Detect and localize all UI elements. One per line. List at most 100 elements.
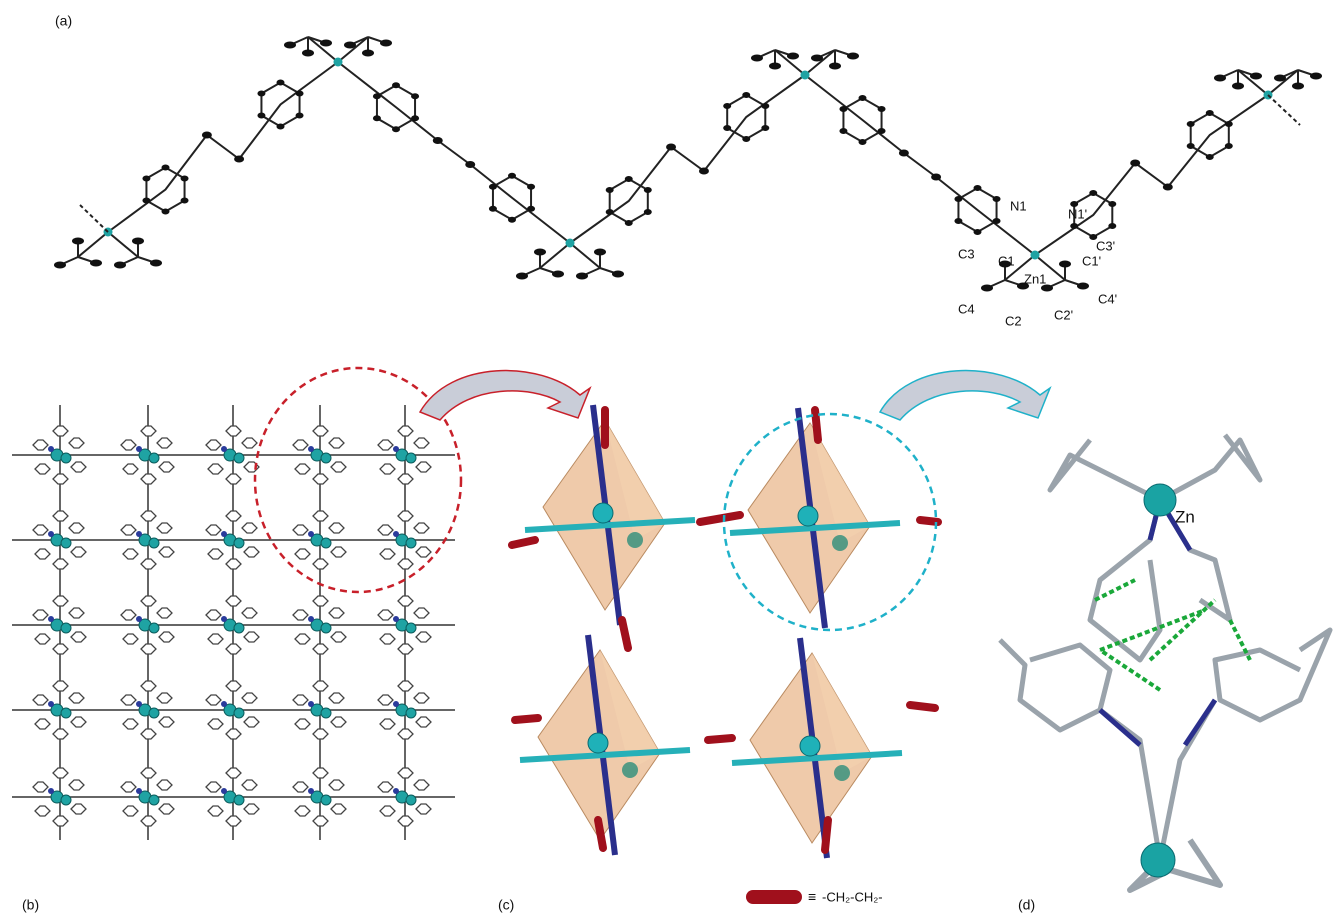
node-ring [70, 631, 87, 643]
atom [142, 175, 151, 182]
linker [906, 701, 939, 712]
node-ring [140, 473, 157, 485]
node-ring [68, 437, 85, 449]
atom [90, 259, 102, 267]
atom [411, 115, 420, 122]
h-bond [1099, 608, 1206, 652]
atom [1274, 74, 1286, 82]
bond [1158, 433, 1263, 503]
linker [508, 536, 539, 549]
arrow [418, 369, 592, 421]
node-ring [294, 463, 311, 475]
atom [761, 103, 770, 109]
atom [643, 187, 652, 193]
node-ring [292, 694, 309, 706]
atom [54, 261, 66, 269]
atom [295, 112, 304, 119]
node-ring [32, 439, 49, 451]
node-ring [379, 548, 396, 560]
atom [973, 185, 982, 191]
atom [508, 216, 516, 223]
atom [465, 161, 476, 168]
atom [1089, 190, 1098, 196]
n-atom [393, 446, 399, 452]
zn-atom [233, 452, 245, 464]
atom [142, 197, 151, 204]
zn-atom [148, 537, 160, 549]
node-ring [52, 473, 69, 485]
atom [527, 205, 536, 212]
node-ring [205, 439, 222, 451]
node-ring [397, 425, 414, 437]
node-ring [330, 716, 347, 728]
atom [1041, 284, 1053, 292]
atom [150, 259, 162, 267]
node-ring [34, 805, 51, 817]
bond [1004, 254, 1036, 281]
atom [552, 270, 564, 278]
node-ring [52, 558, 69, 570]
atom [829, 62, 841, 70]
node-ring [207, 805, 224, 817]
node-ring [397, 473, 414, 485]
n-atom [308, 701, 314, 707]
node-ring [140, 595, 157, 607]
atom [858, 139, 867, 145]
node-ring [32, 609, 49, 621]
atom-label: C1 [998, 253, 1015, 268]
bond [107, 61, 339, 233]
bond-n [1098, 708, 1142, 747]
node-ring [156, 779, 173, 791]
n-atom [48, 446, 54, 452]
zn-atom [148, 452, 160, 464]
node-ring [158, 631, 175, 643]
atom [320, 39, 332, 47]
atom [931, 173, 942, 181]
node-ring [294, 633, 311, 645]
zn-atom [60, 537, 72, 549]
atom [392, 82, 400, 89]
atom [954, 218, 963, 224]
node-ring [225, 595, 242, 607]
node-ring [225, 767, 242, 779]
node-ring [292, 609, 309, 621]
atom [1292, 82, 1304, 90]
node-ring [330, 631, 347, 643]
atom [234, 155, 245, 163]
atom [302, 49, 314, 57]
node-ring [379, 633, 396, 645]
node-ring [243, 546, 260, 558]
node-ring [140, 510, 157, 522]
node-ring [328, 607, 345, 619]
linker [696, 511, 744, 526]
zn-atom [60, 794, 72, 806]
node-ring [158, 461, 175, 473]
octahedron-face [812, 653, 872, 773]
bond [804, 74, 1036, 256]
node-ring [122, 718, 139, 730]
arrow [878, 369, 1052, 421]
atom [612, 270, 624, 278]
atom [276, 79, 285, 86]
node-ring [225, 510, 242, 522]
node-ring [158, 546, 175, 558]
zn-atom [148, 794, 160, 806]
panel-label: (a) [55, 13, 72, 29]
node-ring [52, 728, 69, 740]
node-ring [52, 767, 69, 779]
node-ring [330, 461, 347, 473]
rod [731, 750, 903, 766]
atom-label: C3 [958, 246, 975, 261]
node-ring [205, 609, 222, 621]
node-ring [241, 779, 258, 791]
zn-atom [800, 70, 810, 80]
zn-atom [622, 762, 638, 778]
bond-dashed [79, 204, 109, 233]
node-ring [68, 692, 85, 704]
n-atom [48, 531, 54, 537]
panel-label: (d) [1018, 897, 1035, 913]
bond [1237, 69, 1269, 96]
n-atom [136, 531, 142, 537]
octahedron-face [605, 420, 665, 540]
node-ring [312, 680, 329, 692]
